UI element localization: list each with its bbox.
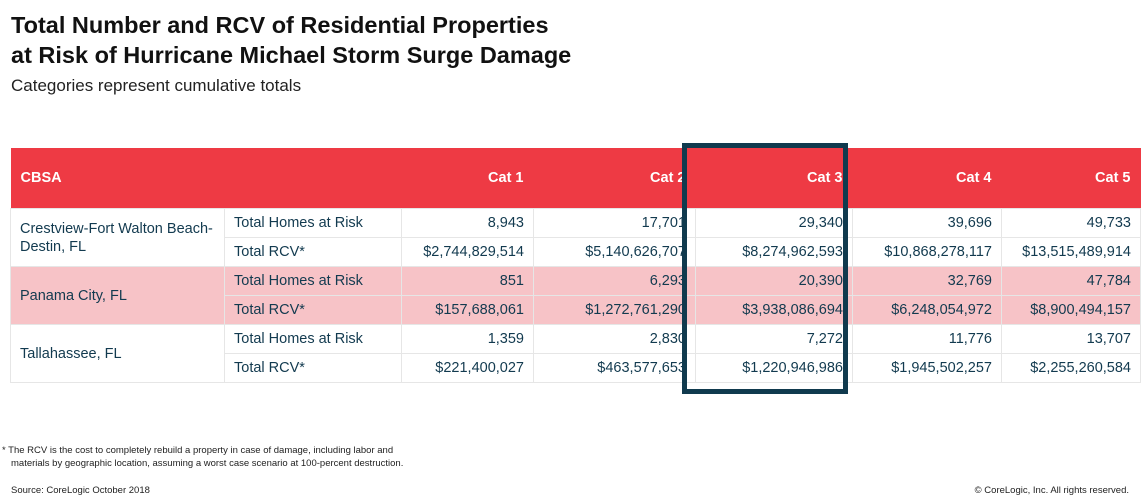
footnote-line-2: materials by geographic location, assumi… <box>11 458 404 469</box>
table-row: Panama City, FL Total Homes at Risk 851 … <box>10 266 1141 325</box>
table-cell: 7,272 <box>695 324 853 354</box>
metric-label: Total Homes at Risk <box>224 208 402 238</box>
table-row: Crestview-Fort Walton Beach-Destin, FL T… <box>10 208 1141 267</box>
table-row: Total RCV* $157,688,061 $1,272,761,290 $… <box>11 295 1141 325</box>
table-row: Tallahassee, FL Total Homes at Risk 1,35… <box>10 324 1141 383</box>
table-cell: 13,707 <box>1001 324 1141 354</box>
metric-label: Total RCV* <box>224 237 402 267</box>
header-metric <box>224 148 402 209</box>
header-cat-5: Cat 5 <box>1001 148 1141 209</box>
table-cell: 20,390 <box>695 266 853 296</box>
table-cell: 49,733 <box>1001 208 1141 238</box>
metro-name: Tallahassee, FL <box>10 324 225 383</box>
table-cell: $2,744,829,514 <box>401 237 534 267</box>
copyright-note: © CoreLogic, Inc. All rights reserved. <box>974 485 1129 496</box>
table-header-row: CBSA Cat 1 Cat 2 Cat 3 Cat 4 Cat 5 <box>10 148 1141 209</box>
header-cat-4: Cat 4 <box>852 148 1002 209</box>
chart-subtitle: Categories represent cumulative totals <box>11 76 302 95</box>
table-row: Total RCV* $221,400,027 $463,577,653 $1,… <box>11 353 1141 383</box>
title-line-1: Total Number and RCV of Residential Prop… <box>11 12 549 38</box>
table-cell: $13,515,489,914 <box>1001 237 1141 267</box>
title-line-2: at Risk of Hurricane Michael Storm Surge… <box>11 42 572 68</box>
table-cell: 2,830 <box>533 324 696 354</box>
table-cell: $2,255,260,584 <box>1001 353 1141 383</box>
table-cell: $8,274,962,593 <box>695 237 853 267</box>
metro-name: Panama City, FL <box>10 266 225 325</box>
table-cell: 47,784 <box>1001 266 1141 296</box>
footnote-line-1: * The RCV is the cost to completely rebu… <box>2 445 394 456</box>
metro-name: Crestview-Fort Walton Beach-Destin, FL <box>10 208 225 267</box>
table-cell: $6,248,054,972 <box>852 295 1002 325</box>
table-cell: 851 <box>401 266 534 296</box>
table-cell: $1,272,761,290 <box>533 295 696 325</box>
table-cell: 17,701 <box>533 208 696 238</box>
metric-label: Total RCV* <box>224 295 402 325</box>
table-cell: $10,868,278,117 <box>852 237 1002 267</box>
table-cell: 29,340 <box>695 208 853 238</box>
table-cell: 11,776 <box>852 324 1002 354</box>
source-note: Source: CoreLogic October 2018 <box>11 485 150 496</box>
table-cell: $221,400,027 <box>401 353 534 383</box>
table-cell: 8,943 <box>401 208 534 238</box>
metric-label: Total Homes at Risk <box>224 266 402 296</box>
table-cell: $1,220,946,986 <box>695 353 853 383</box>
header-cat-3: Cat 3 <box>695 148 853 209</box>
table-row: Total RCV* $2,744,829,514 $5,140,626,707… <box>11 237 1141 267</box>
table-cell: $8,900,494,157 <box>1001 295 1141 325</box>
header-cat-2: Cat 2 <box>533 148 696 209</box>
table-cell: 32,769 <box>852 266 1002 296</box>
header-cbsa: CBSA <box>10 148 225 209</box>
header-cat-1: Cat 1 <box>401 148 534 209</box>
metric-label: Total Homes at Risk <box>224 324 402 354</box>
table-cell: $3,938,086,694 <box>695 295 853 325</box>
table-cell: 39,696 <box>852 208 1002 238</box>
table-cell: $157,688,061 <box>401 295 534 325</box>
metric-label: Total RCV* <box>224 353 402 383</box>
table-cell: 1,359 <box>401 324 534 354</box>
table-cell: 6,293 <box>533 266 696 296</box>
table-cell: $1,945,502,257 <box>852 353 1002 383</box>
chart-title: Total Number and RCV of Residential Prop… <box>11 10 571 70</box>
table-cell: $463,577,653 <box>533 353 696 383</box>
rcv-table: CBSA Cat 1 Cat 2 Cat 3 Cat 4 Cat 5 Crest… <box>10 148 1141 383</box>
footnote: * The RCV is the cost to completely rebu… <box>2 444 403 470</box>
table-cell: $5,140,626,707 <box>533 237 696 267</box>
